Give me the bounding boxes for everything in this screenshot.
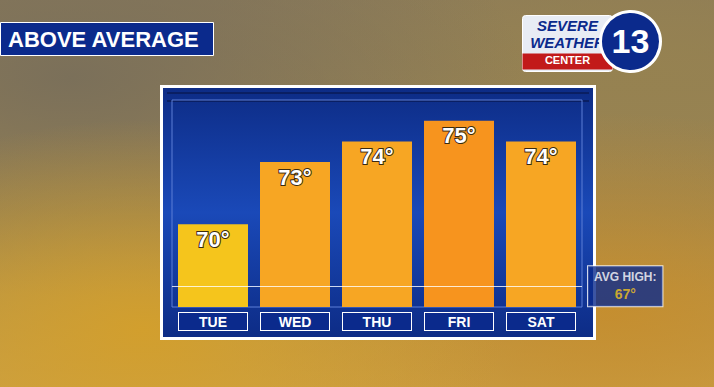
svg-text:ABOVE AVERAGE: ABOVE AVERAGE [8,27,199,52]
svg-text:TUE: TUE [199,314,227,330]
svg-text:67°: 67° [615,286,636,302]
svg-text:AVG HIGH:: AVG HIGH: [594,270,656,284]
svg-text:FRI: FRI [448,314,471,330]
svg-text:75°: 75° [442,123,475,148]
svg-text:74°: 74° [360,144,393,169]
svg-text:74°: 74° [524,144,557,169]
svg-text:CENTER: CENTER [545,54,590,66]
svg-text:THU: THU [363,314,392,330]
svg-text:70°: 70° [196,227,229,252]
svg-text:WED: WED [279,314,312,330]
svg-text:WEATHER: WEATHER [530,34,605,51]
svg-text:73°: 73° [278,165,311,190]
svg-text:SAT: SAT [528,314,555,330]
svg-text:13: 13 [612,22,650,60]
svg-text:SEVERE: SEVERE [537,17,599,34]
